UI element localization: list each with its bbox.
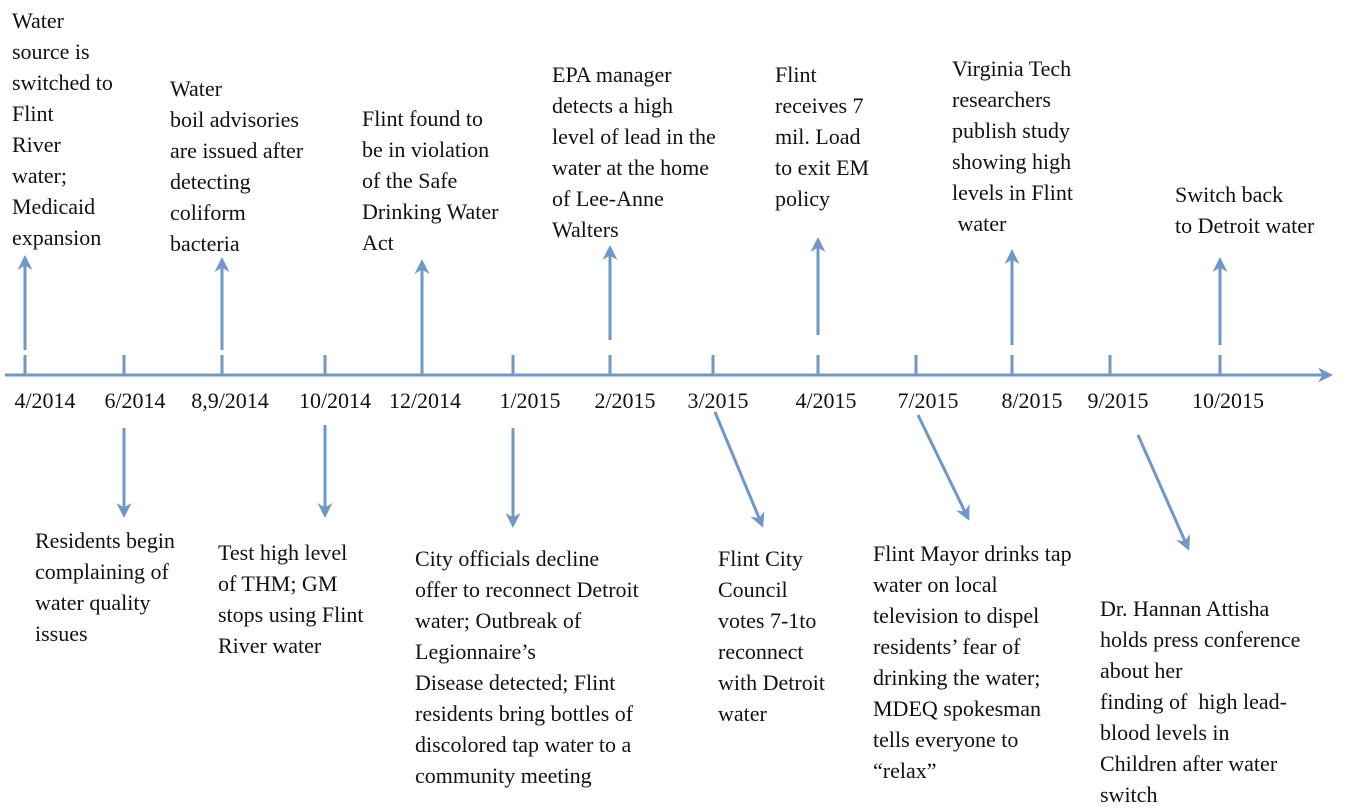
event-text: detects a high [552,93,673,118]
date-label: 2/2015 [594,388,655,413]
event-text: Medicaid [12,194,95,219]
event-text: Water [170,76,223,101]
event-text: complaining of [35,559,169,584]
event-text: Dr. Hannan Attisha [1100,596,1269,621]
event-text: water on local [873,572,998,597]
event-text: level of lead in the [552,124,716,149]
event-text: Council [718,577,788,602]
event-text: water quality [35,590,150,615]
event-text: bacteria [170,231,240,256]
event-text: Flint [12,101,54,126]
date-label: 12/2014 [389,388,461,413]
event-text: reconnect [718,639,804,664]
event-text: stops using Flint [218,602,363,627]
date-label: 7/2015 [897,388,958,413]
event-text: blood levels in [1100,720,1230,745]
event-text: publish study [952,118,1070,143]
event-text: mil. Load [775,124,861,149]
event-arrow [713,411,765,528]
event-text: water at the home [552,155,709,180]
event-text: policy [775,186,830,211]
event-text: Water [12,8,65,33]
event-text: Switch back [1175,182,1283,207]
event-text: River [12,132,62,157]
event-arrow [916,414,970,521]
event-text: issues [35,621,88,646]
event-text: Act [362,230,394,255]
event-text: levels in Flint [952,180,1073,205]
event-text: Flint found to [362,106,483,131]
event-text: be in violation [362,137,489,162]
event-text: Virginia Tech [952,56,1071,81]
event-text: to Detroit water [1175,213,1315,238]
event-text: television to dispel [873,603,1039,628]
event-text: Test high level [218,540,347,565]
date-label: 8/2015 [1001,388,1062,413]
date-label: 8,9/2014 [191,388,269,413]
event-text: showing high [952,149,1071,174]
event-text: finding of high lead- [1100,689,1287,714]
event-text: Flint City [718,546,803,571]
event-text: of the Safe [362,168,457,193]
date-label: 9/2015 [1087,388,1148,413]
event-text: residents’ fear of [873,634,1021,659]
event-text: Disease detected; Flint [415,670,615,695]
event-text: Residents begin [35,528,175,553]
date-label: 10/2015 [1192,388,1264,413]
event-text: EPA manager [552,62,672,87]
event-text: are issued after [170,138,304,163]
event-text: Flint Mayor drinks tap [873,541,1072,566]
event-text: “relax” [873,758,937,783]
event-text: switched to [12,70,113,95]
event-text: votes 7-1to [718,608,816,633]
event-text: to exit EM [775,155,869,180]
event-arrow [1136,434,1191,551]
event-text: Walters [552,217,619,242]
date-label: 3/2015 [687,388,748,413]
event-text: water; [12,163,67,188]
event-text: discolored tap water to a [415,732,631,757]
event-text: about her [1100,658,1183,683]
event-text: offer to reconnect Detroit [415,577,639,602]
event-text: City officials decline [415,546,599,571]
date-label: 4/2014 [14,388,75,413]
event-text: of Lee-Anne [552,186,664,211]
event-text: coliform [170,200,246,225]
event-text: Children after water [1100,751,1278,776]
event-text: source is [12,39,90,64]
event-text: Drinking Water [362,199,499,224]
event-text: community meeting [415,763,592,788]
event-text: receives 7 [775,93,864,118]
event-text: River water [218,633,322,658]
date-label: 6/2014 [104,388,165,413]
event-text: drinking the water; [873,665,1040,690]
event-text: tells everyone to [873,727,1018,752]
date-label: 10/2014 [299,388,371,413]
event-text: water [952,211,1007,236]
event-text: water; Outbreak of [415,608,582,633]
event-text: detecting [170,169,251,194]
event-text: with Detroit [718,670,825,695]
event-text: switch [1100,782,1157,807]
event-text: water [718,701,768,726]
date-label: 4/2015 [795,388,856,413]
event-text: MDEQ spokesman [873,696,1041,721]
event-text: of THM; GM [218,571,337,596]
event-text: researchers [952,87,1051,112]
event-text: Legionnaire’s [415,639,536,664]
event-text: expansion [12,225,101,250]
event-text: Flint [775,62,817,87]
date-label: 1/2015 [499,388,560,413]
event-text: boil advisories [170,107,299,132]
event-text: holds press conference [1100,627,1300,652]
event-text: residents bring bottles of [415,701,634,726]
